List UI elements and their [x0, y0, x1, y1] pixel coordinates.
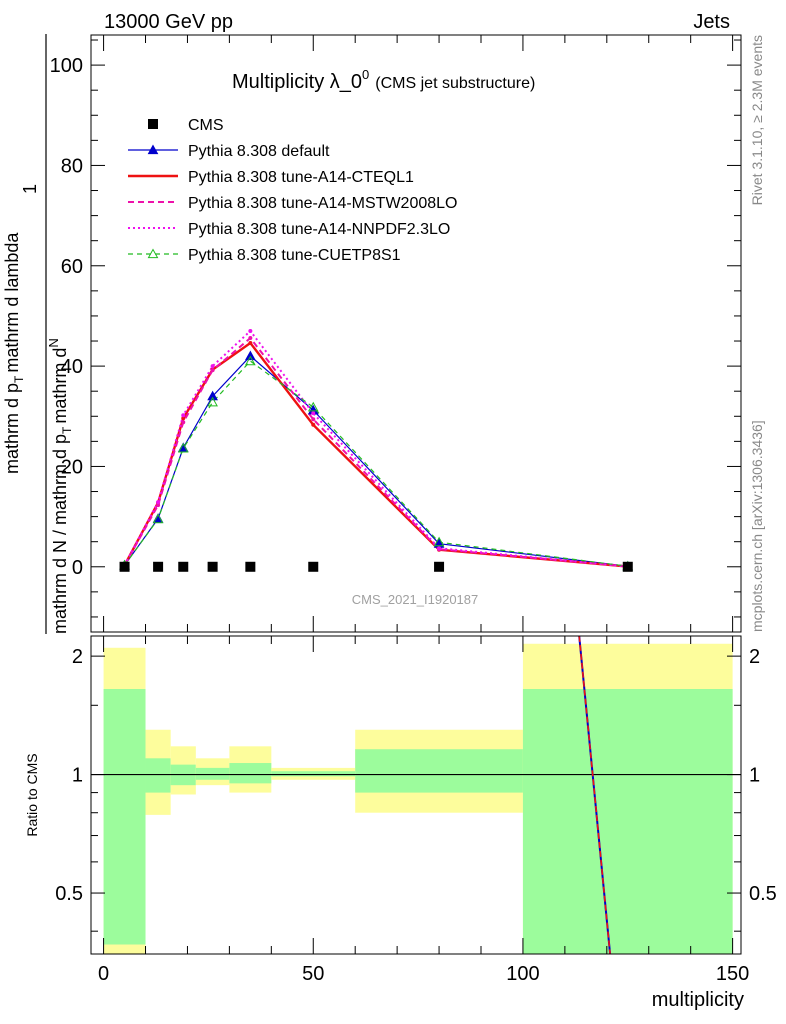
x-axis: 0 50 100 150	[98, 636, 749, 985]
cms-point-5	[308, 561, 319, 572]
main-y-tick-label-1: 20	[61, 456, 83, 478]
series-3-point-5	[311, 417, 316, 422]
ratio-y-tick-label-0: 0.5	[55, 883, 83, 905]
x-tick-label-0: 0	[98, 963, 109, 985]
series-3-point-4	[248, 336, 253, 341]
legend-item-2: Pythia 8.308 tune-A14-CTEQL1	[128, 169, 414, 186]
cms-point-0	[119, 561, 130, 572]
series-3-point-3	[210, 368, 215, 373]
ratio-plot-frame	[90, 635, 742, 955]
legend: CMS Pythia 8.308 default Pythia 8.308 tune…	[128, 117, 457, 264]
series-5-point-3	[207, 396, 218, 407]
main-markers	[119, 328, 634, 572]
main-y-tick-label-4: 80	[61, 155, 83, 177]
legend-item-5: Pythia 8.308 tune-CUETP8S1	[128, 247, 401, 264]
cms-point-6	[434, 561, 445, 572]
legend-label-0: CMS	[188, 117, 224, 134]
series-line-1	[124, 355, 628, 567]
ratio-band-inner-1	[145, 758, 171, 793]
cms-point-2	[178, 561, 189, 572]
legend-marker-1	[147, 144, 159, 155]
ratio-y-axis: 0.5 0.5 1 1 2 2	[55, 646, 777, 932]
series-4-point-5	[311, 411, 316, 416]
header-left-label: 13000 GeV pp	[104, 11, 233, 33]
series-2-point-4	[248, 341, 253, 346]
main-y-tick-label-0: 0	[72, 557, 83, 579]
cms-point-4	[245, 561, 256, 572]
series-5-point-2	[177, 442, 189, 453]
ratio-curve-cteql1	[578, 636, 611, 954]
main-y-tick-label-5: 100	[50, 55, 83, 77]
series-3-point-1	[156, 503, 161, 508]
ratio-y-tick-label-right-0: 0.5	[749, 883, 777, 905]
ratio-y-tick-label-right-1: 1	[749, 765, 760, 787]
legend-marker-0	[148, 119, 158, 129]
main-y-axis-label: 1 mathrm d N / mathrm d pTmathrm dN math…	[2, 34, 74, 634]
legend-item-3: Pythia 8.308 tune-A14-MSTW2008LO	[128, 195, 457, 212]
legend-item-4: Pythia 8.308 tune-A14-NNPDF2.3LO	[128, 221, 450, 238]
main-y-tick-label-3: 60	[61, 256, 83, 278]
series-4-point-6	[437, 546, 442, 551]
legend-label-3: Pythia 8.308 tune-A14-MSTW2008LO	[188, 195, 457, 212]
ratio-band-inner-4	[229, 763, 272, 784]
series-2-point-2	[181, 416, 186, 421]
x-tick-label-1: 50	[302, 963, 324, 985]
series-line-2	[123, 341, 628, 568]
ratio-curves	[578, 636, 612, 954]
series-5-point-5	[307, 401, 319, 412]
series-4-point-3	[210, 364, 215, 369]
ratio-y-tick-label-right-2: 2	[749, 646, 760, 668]
legend-item-0: CMS	[148, 117, 224, 134]
ratio-bands	[103, 643, 733, 954]
main-y-tick-label-2: 40	[61, 356, 83, 378]
rivet-label: Rivet 3.1.10, ≥ 2.3M events	[749, 35, 765, 205]
ratio-band-inner-6	[355, 749, 523, 793]
legend-label-1: Pythia 8.308 default	[188, 143, 330, 160]
ratio-band-inner-7	[522, 689, 733, 954]
y-label-top: mathrm d pTmathrm d lambda	[2, 232, 26, 474]
series-line-4	[123, 329, 628, 568]
legend-item-1: Pythia 8.308 default	[128, 143, 330, 160]
cms-point-1	[153, 561, 164, 572]
legend-label-4: Pythia 8.308 tune-A14-NNPDF2.3LO	[188, 221, 450, 238]
series-4-point-2	[181, 413, 186, 418]
ratio-band-inner-5	[271, 771, 356, 777]
main-y-axis: 0 20 40 60 80 100	[50, 39, 741, 618]
ratio-y-tick-label-2: 2	[72, 646, 83, 668]
header-right-label: Jets	[693, 11, 730, 33]
legend-label-2: Pythia 8.308 tune-A14-CTEQL1	[188, 169, 414, 186]
ratio-band-inner-3	[195, 767, 230, 780]
y-label-numerator: 1	[20, 184, 40, 194]
series-5-point-1	[152, 513, 164, 524]
cms-point-7	[622, 561, 633, 572]
main-plot-frame	[90, 34, 742, 633]
series-4-point-1	[156, 500, 161, 505]
series-2-point-5	[311, 422, 316, 427]
series-1-point-3	[207, 390, 218, 401]
legend-label-5: Pythia 8.308 tune-CUETP8S1	[188, 247, 401, 264]
series-line-3	[123, 336, 628, 568]
series-5-point-6	[433, 536, 445, 547]
ratio-y-axis-label: Ratio to CMS	[24, 753, 40, 836]
watermark: CMS_2021_I1920187	[352, 592, 479, 607]
x-tick-label-3: 150	[716, 963, 749, 985]
main-curves	[123, 329, 628, 568]
legend-marker-5	[147, 248, 159, 259]
series-4-point-4	[248, 328, 253, 333]
y-label-denominator: mathrm d N / mathrm d pTmathrm dN	[46, 338, 74, 634]
chart-title: Multiplicity λ_00(CMS jet substructure)	[232, 67, 535, 93]
mcplots-label: mcplots.cern.ch [arXiv:1306.3436]	[749, 420, 765, 632]
series-5-point-4	[245, 355, 256, 366]
cms-point-3	[207, 561, 218, 572]
series-3-point-2	[181, 420, 186, 425]
main-x-ticks	[103, 35, 734, 632]
ratio-band-inner-0	[103, 689, 146, 945]
ratio-y-tick-label-1: 1	[72, 765, 83, 787]
x-tick-label-2: 100	[506, 963, 539, 985]
x-axis-label: multiplicity	[652, 989, 744, 1011]
